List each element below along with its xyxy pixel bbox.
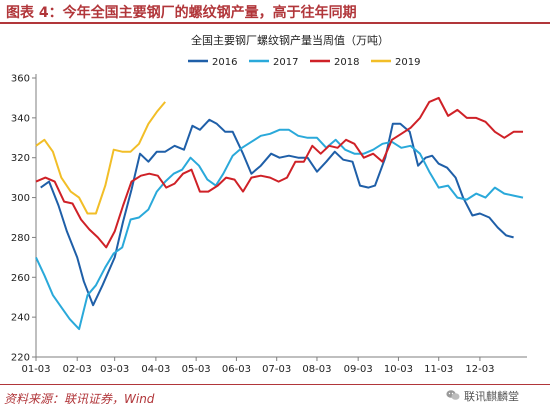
x-tick-label: 08-03	[302, 364, 331, 375]
wechat-icon	[446, 390, 460, 400]
chart-series	[35, 96, 524, 331]
header: 图表 4：今年全国主要钢厂的螺纹钢产量，高于往年同期	[0, 0, 550, 22]
x-tick-label: 03-03	[100, 364, 129, 375]
series-line-2016	[40, 118, 514, 307]
y-tick-label: 280	[11, 233, 30, 244]
legend-label-2017: 2017	[273, 57, 298, 68]
chart-title: 全国主要钢厂螺纹钢产量当周值（万吨）	[191, 33, 389, 47]
y-tick-label: 240	[11, 313, 30, 324]
legend-label-2019: 2019	[395, 57, 420, 68]
y-tick-label: 320	[11, 153, 30, 164]
x-tick-label: 01-03	[21, 364, 50, 375]
x-tick-label: 04-03	[141, 364, 170, 375]
header-divider	[0, 22, 550, 24]
y-tick-label: 220	[11, 353, 30, 364]
legend-label-2018: 2018	[334, 57, 359, 68]
watermark: 联讯麒麟堂	[446, 388, 550, 404]
series-line-2019	[35, 101, 166, 215]
y-tick-label: 340	[11, 113, 30, 124]
x-tick-label: 06-03	[222, 364, 251, 375]
y-tick-label: 260	[11, 273, 30, 284]
figure-caption: 图表 4：今年全国主要钢厂的螺纹钢产量，高于往年同期	[6, 5, 357, 21]
chart-axes: 220 240 260 280 300 320 340 360 01-03 02-03 03-03 0…	[11, 74, 527, 375]
x-tick-label: 05-03	[182, 364, 211, 375]
legend-label-2016: 2016	[212, 57, 237, 68]
x-tick-label: 12-03	[465, 364, 494, 375]
line-chart: 全国主要钢厂螺纹钢产量当周值（万吨） 2016 2017 2018 2019 2202…	[11, 33, 527, 375]
x-tick-label: 10-03	[384, 364, 413, 375]
footer-divider	[0, 384, 550, 385]
chart-legend: 2016 2017 2018 2019	[188, 57, 420, 68]
x-tick-label: 09-03	[344, 364, 373, 375]
series-line-2018	[35, 96, 523, 249]
x-tick-label: 11-03	[424, 364, 453, 375]
watermark-text: 联讯麒麟堂	[464, 390, 519, 403]
source-note: 资料来源：联讯证券，Wind	[4, 392, 155, 406]
series-line-2017	[35, 128, 524, 331]
y-tick-label: 360	[11, 74, 30, 85]
x-tick-label: 07-03	[262, 364, 291, 375]
y-tick-label: 300	[11, 193, 30, 204]
x-tick-label: 02-03	[63, 364, 92, 375]
